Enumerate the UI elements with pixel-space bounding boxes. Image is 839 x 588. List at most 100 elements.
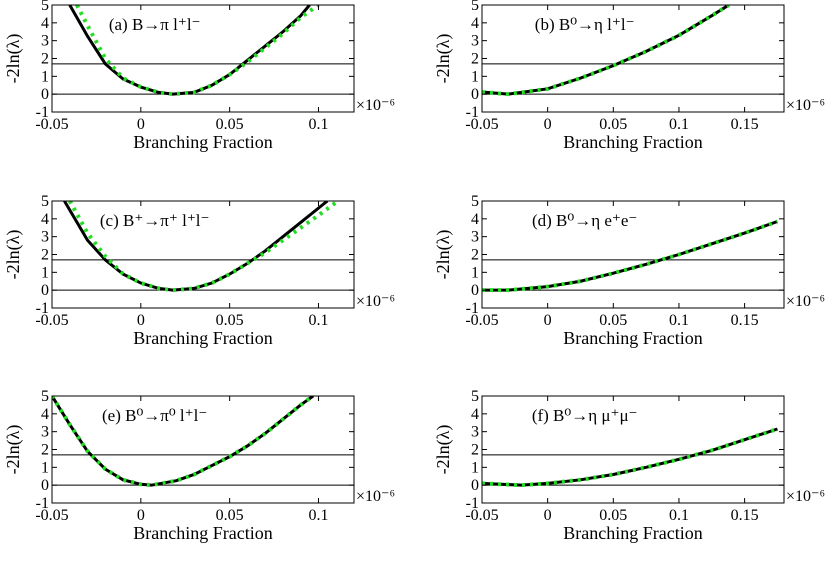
panel-label: (a) B→π l⁺l⁻ <box>109 15 201 34</box>
x-axis-multiplier: ×10⁻⁶ <box>786 97 825 114</box>
x-tick-label: 0 <box>137 116 145 133</box>
curves-group <box>482 427 779 488</box>
x-tick-label: -0.05 <box>35 116 68 133</box>
y-tick-label: 0 <box>471 282 479 299</box>
y-tick-label: -1 <box>36 300 49 317</box>
x-axis-multiplier: ×10⁻⁶ <box>356 97 395 114</box>
y-tick-label: 3 <box>471 33 479 50</box>
y-tick-label: 4 <box>41 406 49 423</box>
y-tick-label: 2 <box>41 51 49 68</box>
y-tick-label: 5 <box>41 388 49 405</box>
series-line-scan-solid <box>63 201 329 292</box>
y-tick-label: 0 <box>471 86 479 103</box>
curves-group <box>482 219 779 293</box>
series-line-fit-dotted <box>482 427 779 488</box>
x-axis-multiplier: ×10⁻⁶ <box>356 488 395 505</box>
y-tick-label: 5 <box>471 0 479 14</box>
y-tick-label: 3 <box>471 424 479 441</box>
x-tick-label: 0.05 <box>599 312 627 329</box>
y-tick-label: 2 <box>471 247 479 264</box>
x-tick-label: 0.1 <box>308 312 328 329</box>
y-tick-label: -1 <box>466 300 479 317</box>
x-tick-label: -0.05 <box>35 507 68 524</box>
series-line-scan-solid <box>52 396 315 487</box>
x-axis-title: Branching Fraction <box>133 132 272 152</box>
x-axis-title: Branching Fraction <box>133 328 272 348</box>
x-tick-label: 0.05 <box>216 116 244 133</box>
y-tick-label: 3 <box>41 424 49 441</box>
y-tick-label: 1 <box>471 68 479 85</box>
y-tick-label: 2 <box>41 247 49 264</box>
x-axis-title: Branching Fraction <box>563 523 702 543</box>
x-tick-label: 0.05 <box>599 507 627 524</box>
series-line-fit-dotted <box>75 5 320 97</box>
y-tick-label: 5 <box>471 388 479 405</box>
x-tick-label: 0 <box>544 507 552 524</box>
y-axis-title: -2ln(λ) <box>433 425 454 475</box>
series-line-fit-dotted <box>482 5 730 97</box>
y-tick-label: 2 <box>471 442 479 459</box>
y-tick-label: 2 <box>471 51 479 68</box>
x-tick-label: -0.05 <box>465 312 498 329</box>
x-tick-label: -0.05 <box>35 312 68 329</box>
y-tick-label: 5 <box>41 0 49 14</box>
x-axis-multiplier: ×10⁻⁶ <box>356 293 395 310</box>
y-tick-label: 0 <box>41 86 49 103</box>
y-tick-label: 5 <box>471 193 479 210</box>
y-tick-label: 1 <box>471 264 479 281</box>
x-axis-title: Branching Fraction <box>133 523 272 543</box>
x-tick-label: 0.15 <box>731 507 759 524</box>
y-axis-title: -2ln(λ) <box>3 425 24 475</box>
x-tick-label: 0.05 <box>216 312 244 329</box>
x-tick-label: 0.1 <box>308 507 328 524</box>
y-tick-label: 4 <box>471 211 479 228</box>
series-line-fit-dotted <box>482 219 779 293</box>
y-tick-label: 3 <box>41 33 49 50</box>
y-tick-label: 4 <box>471 406 479 423</box>
y-tick-label: 0 <box>41 477 49 494</box>
x-tick-label: -0.05 <box>465 116 498 133</box>
y-tick-label: -1 <box>466 495 479 512</box>
plot-frame <box>51 4 355 113</box>
x-axis-multiplier: ×10⁻⁶ <box>786 293 825 310</box>
x-tick-label: 0.05 <box>216 507 244 524</box>
y-tick-label: 0 <box>41 282 49 299</box>
curves-group <box>68 5 320 97</box>
x-tick-label: 0.15 <box>731 312 759 329</box>
series-line-scan-solid <box>482 220 778 292</box>
y-tick-label: 4 <box>41 15 49 32</box>
y-tick-label: 0 <box>471 477 479 494</box>
panel-label: (d) B⁰→η e⁺e⁻ <box>532 211 637 230</box>
series-line-scan-solid <box>482 427 778 487</box>
x-axis-title: Branching Fraction <box>563 328 702 348</box>
y-tick-label: 5 <box>41 193 49 210</box>
panel-label: (c) B⁺→π⁺ l⁺l⁻ <box>100 211 210 230</box>
x-tick-label: 0.1 <box>308 116 328 133</box>
curves-group <box>482 5 730 97</box>
y-tick-label: 4 <box>41 211 49 228</box>
y-tick-label: -1 <box>36 495 49 512</box>
x-tick-label: 0 <box>544 116 552 133</box>
y-axis-title: -2ln(λ) <box>433 34 454 84</box>
y-axis-title: -2ln(λ) <box>3 34 24 84</box>
y-tick-label: 3 <box>471 229 479 246</box>
y-axis-title: -2ln(λ) <box>3 230 24 280</box>
curves-group <box>63 201 340 293</box>
x-tick-label: -0.05 <box>465 507 498 524</box>
panel-label: (f) B⁰→η μ⁺μ⁻ <box>532 406 638 425</box>
x-tick-label: 0 <box>544 312 552 329</box>
curves-group <box>52 396 315 488</box>
panel-label: (e) B⁰→π⁰ l⁺l⁻ <box>102 406 207 425</box>
panel-label: (b) B⁰→η l⁺l⁻ <box>535 15 635 34</box>
y-tick-label: 1 <box>41 264 49 281</box>
x-tick-label: 0 <box>137 507 145 524</box>
x-axis-title: Branching Fraction <box>563 132 702 152</box>
x-tick-label: 0.05 <box>599 116 627 133</box>
x-tick-label: 0.1 <box>669 312 689 329</box>
